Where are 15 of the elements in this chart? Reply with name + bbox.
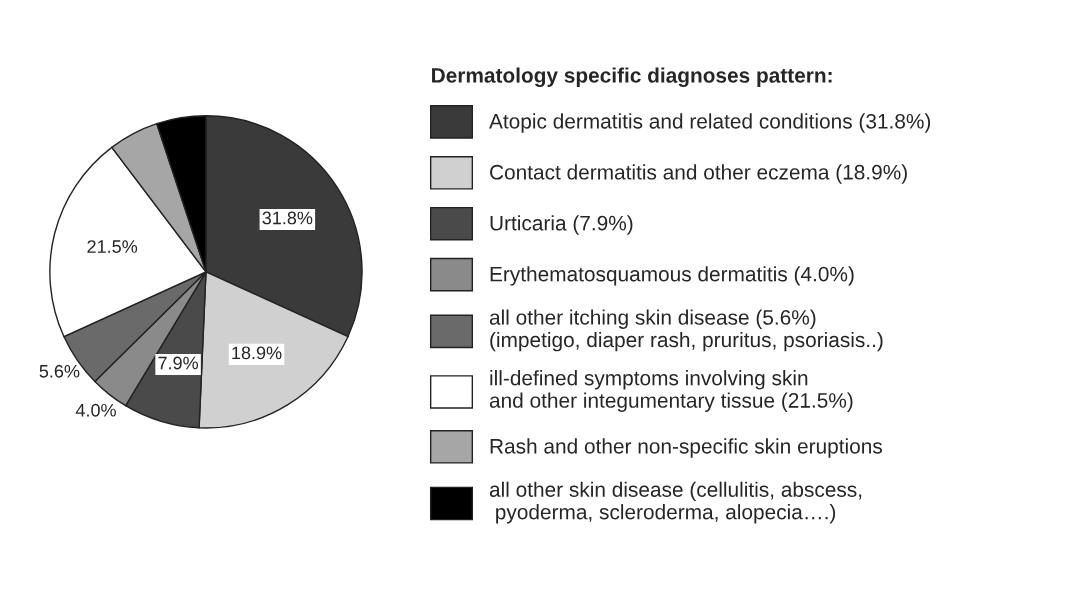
data-label: 5.6% [39, 364, 80, 378]
legend-label: Rash and other non-specific skin eruptions [490, 438, 882, 458]
data-label: 18.9% [232, 346, 282, 360]
data-label: 31.8% [262, 211, 313, 225]
legend-label: ill-defined symptoms involving skin and other integumentary tissue (21.5%) [489, 370, 853, 412]
legend-label: Contact dermatitis and other eczema (18.9%) [490, 164, 907, 184]
legend-label: Erythematosquamous dermatitis (4.0%) [490, 266, 854, 286]
data-label: 21.5% [87, 240, 138, 253]
legend-label: Atopic dermatitis and related conditions (31.8%) [489, 113, 931, 133]
legend-label: Urticaria (7.9%) [490, 215, 633, 235]
legend-title: Dermatology specific diagnoses pattern: [432, 67, 832, 87]
data-label: 7.9% [158, 356, 199, 370]
legend-label: all other skin disease (cellulitis, abscess, pyoderma, scleroderma, alopecia….) [489, 481, 862, 524]
data-label: 4.0% [75, 403, 116, 417]
legend-label: all other itching skin disease (5.6%) (impetigo, diaper rash, pruritus, psoriasis..) [489, 309, 883, 352]
